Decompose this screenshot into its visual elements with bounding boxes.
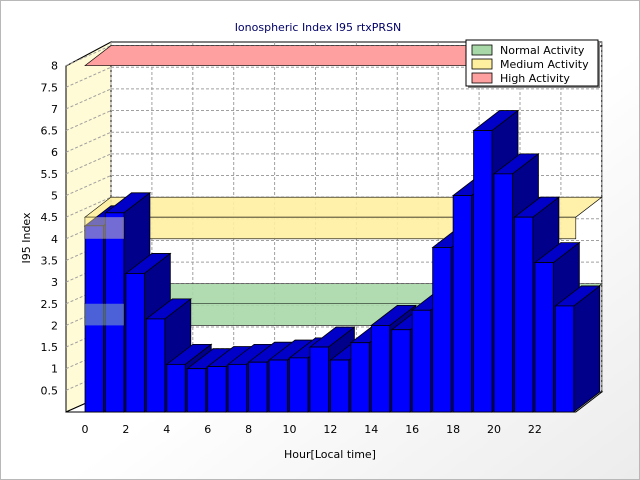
band-overlay <box>85 217 124 239</box>
y-tick-label: 1.5 <box>41 341 59 354</box>
chart-title: Ionospheric Index I95 rtxPRSN <box>235 21 402 34</box>
grid-line-side <box>65 131 112 153</box>
y-tick-label: 5 <box>51 190 58 203</box>
bar-front <box>105 212 125 413</box>
bar-front <box>391 329 411 413</box>
bar-front <box>145 318 166 413</box>
bar-front <box>554 305 575 413</box>
y-tick-label: 0.5 <box>41 384 59 397</box>
bar <box>554 285 601 413</box>
bar-front <box>514 216 534 413</box>
y-axis-label: I95 Index <box>20 212 33 264</box>
bar-front <box>289 357 309 413</box>
legend-swatch <box>471 44 493 56</box>
grid-line-side <box>65 88 112 110</box>
y-tick-label: 2 <box>51 319 58 332</box>
x-tick-label: 4 <box>163 423 170 436</box>
x-tick-label: 18 <box>446 423 460 436</box>
legend-label: High Activity <box>500 72 570 85</box>
legend-label: Normal Activity <box>500 44 585 57</box>
y-tick-label: 7 <box>51 103 58 116</box>
y-tick-label: 3.5 <box>41 254 59 267</box>
bar-front <box>370 324 391 413</box>
x-tick-label: 0 <box>82 423 89 436</box>
x-tick-label: 10 <box>283 423 297 436</box>
y-tick-label: 6.5 <box>41 125 59 138</box>
y-tick-label: 6 <box>51 146 58 159</box>
bar-front <box>473 130 493 413</box>
grid-line-side <box>65 196 112 218</box>
bar-front <box>268 359 288 413</box>
bar-front <box>329 359 350 413</box>
bar-front <box>350 342 370 413</box>
legend-swatch <box>471 58 493 70</box>
x-axis-label: Hour[Local time] <box>284 448 376 461</box>
y-tick-label: 7.5 <box>41 81 59 94</box>
x-tick-label: 20 <box>487 423 501 436</box>
x-tick-label: 14 <box>364 423 378 436</box>
grid-line-side <box>65 66 112 88</box>
bar-front <box>411 309 432 413</box>
y-tick-label: 4.5 <box>41 211 59 224</box>
y-tick-label: 3 <box>51 276 58 289</box>
y-tick-label: 2.5 <box>41 298 59 311</box>
bar-front <box>248 361 268 413</box>
x-tick-label: 8 <box>245 423 252 436</box>
bar-front <box>207 366 227 413</box>
bar-front <box>125 273 145 413</box>
grid-line-side <box>65 153 112 175</box>
x-tick-label: 6 <box>204 423 211 436</box>
bar-front <box>186 368 207 413</box>
y-tick-label: 5.5 <box>41 168 59 181</box>
bar-side <box>573 285 601 413</box>
y-tick-label: 8 <box>51 60 58 73</box>
grid-line-side <box>65 110 112 132</box>
bar-front <box>166 363 186 413</box>
bar-front <box>534 262 554 413</box>
x-tick-label: 2 <box>122 423 129 436</box>
legend-swatch <box>471 72 493 84</box>
plot-area: 0.5 1 1.5 2 2.5 3 3.5 4 4.5 5 5.5 6 6.5 7 7.5 8 0 2 4 6 8 10 1… <box>41 41 604 436</box>
x-tick-label: 22 <box>528 423 542 436</box>
grid-line-side <box>65 45 112 67</box>
y-tick-label: 1 <box>51 363 58 376</box>
bar-front <box>309 346 329 413</box>
legend-label: Medium Activity <box>500 58 589 71</box>
band-overlay <box>85 303 124 326</box>
bar-front <box>432 247 452 413</box>
grid-line-side <box>65 175 112 196</box>
x-tick-label: 12 <box>323 423 337 436</box>
bar-front <box>84 225 104 413</box>
y-tick-label: 4 <box>51 233 58 246</box>
x-tick-label: 16 <box>405 423 419 436</box>
bar-front <box>227 363 247 413</box>
bar-front <box>452 195 472 413</box>
bar-front <box>493 173 513 413</box>
